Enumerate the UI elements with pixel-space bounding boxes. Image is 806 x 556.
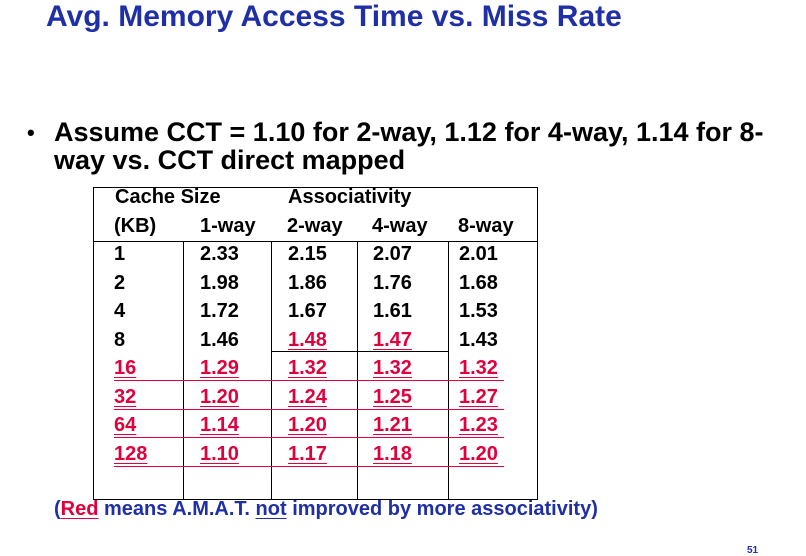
col-header-1way: 1-way: [200, 215, 256, 237]
table-cell-amat: 1.32: [459, 357, 498, 379]
footnote-open: (: [54, 498, 61, 520]
table-cell-amat: 2.33: [200, 243, 239, 265]
table-cell-amat: 1.20: [459, 443, 498, 465]
col-header-4way: 4-way: [372, 215, 428, 237]
table-cell-amat: 1.32: [373, 357, 412, 379]
table-cell-size: 2: [114, 272, 126, 294]
table-cell-amat: 1.47: [373, 329, 412, 351]
col-header-2way: 2-way: [287, 215, 343, 237]
table-cell-amat: 1.20: [288, 414, 327, 436]
table-cell-amat: 1.53: [459, 300, 498, 322]
table-cell-amat: 1.46: [200, 329, 239, 351]
header-associativity: Associativity: [288, 186, 412, 208]
table-cell-amat: 1.29: [200, 357, 239, 379]
col-header-kb: (KB): [114, 215, 157, 237]
table-cell-size: 16: [114, 357, 137, 379]
bullet-marker: •: [27, 120, 35, 145]
table-cell-amat: 1.17: [288, 443, 327, 465]
footnote: (Red means A.M.A.T. not improved by more…: [54, 498, 598, 521]
table-cell-amat: 1.72: [200, 300, 239, 322]
footnote-red-word: Red: [60, 498, 99, 520]
table-cell-amat: 1.61: [373, 300, 412, 322]
table-cell-amat: 1.43: [459, 329, 498, 351]
table-cell-amat: 1.48: [288, 329, 327, 351]
table-cell-amat: 1.27: [459, 386, 498, 408]
table-cell-size: 1: [114, 243, 126, 265]
footnote-middle: means A.M.A.T.: [98, 498, 256, 520]
table-cell-amat: 1.86: [288, 272, 327, 294]
table-cell-amat: 1.21: [373, 414, 412, 436]
col-header-8way: 8-way: [458, 215, 514, 237]
table-cell-amat: 1.32: [288, 357, 327, 379]
table-cell-size: 64: [114, 414, 137, 436]
table-cell-amat: 1.20: [200, 386, 239, 408]
table-cell-amat: 1.67: [288, 300, 327, 322]
table-cell-amat: 1.68: [459, 272, 498, 294]
bullet-text: Assume CCT = 1.10 for 2-way, 1.12 for 4-…: [54, 117, 764, 175]
footnote-not-word: not: [255, 498, 287, 520]
table-cell-amat: 1.14: [200, 414, 239, 436]
table-cell-size: 8: [114, 329, 126, 351]
table-cell-size: 4: [114, 300, 126, 322]
red-row-underline: [114, 380, 504, 381]
footnote-end: improved by more associativity): [286, 498, 598, 520]
page-number: 51: [747, 545, 759, 556]
table-cell-amat: 1.25: [373, 386, 412, 408]
table-cell-amat: 2.01: [459, 243, 498, 265]
table-cell-amat: 1.10: [200, 443, 239, 465]
red-row-underline: [114, 437, 504, 438]
table-cell-amat: 1.76: [373, 272, 412, 294]
table-cell-amat: 1.98: [200, 272, 239, 294]
red-row-underline: [114, 409, 504, 410]
table-cell-amat: 1.24: [288, 386, 327, 408]
slide-title: Avg. Memory Access Time vs. Miss Rate: [46, 0, 622, 33]
table-cell-amat: 2.15: [288, 243, 327, 265]
red-row-underline: [114, 466, 504, 467]
table-cell-size: 128: [114, 443, 148, 465]
table-cell-size: 32: [114, 386, 137, 408]
table-cell-amat: 1.18: [373, 443, 412, 465]
header-cache-size: Cache Size: [115, 186, 221, 208]
table-cell-amat: 1.23: [459, 414, 498, 436]
table-cell-amat: 2.07: [373, 243, 412, 265]
